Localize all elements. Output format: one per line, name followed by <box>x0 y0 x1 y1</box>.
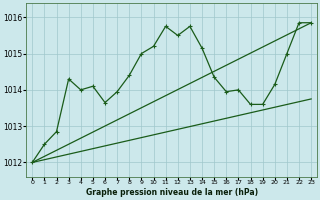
X-axis label: Graphe pression niveau de la mer (hPa): Graphe pression niveau de la mer (hPa) <box>86 188 258 197</box>
